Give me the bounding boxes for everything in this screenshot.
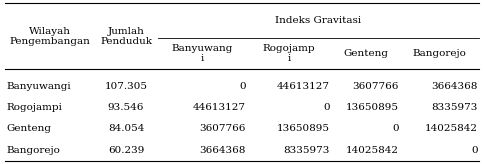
Text: 0: 0 bbox=[239, 82, 246, 91]
Text: Rogojampi: Rogojampi bbox=[7, 103, 62, 112]
Text: 0: 0 bbox=[323, 103, 330, 112]
Text: Rogojamp
i: Rogojamp i bbox=[263, 44, 316, 63]
Text: 93.546: 93.546 bbox=[108, 103, 144, 112]
Text: 3664368: 3664368 bbox=[431, 82, 478, 91]
Text: Bangorejo: Bangorejo bbox=[413, 49, 467, 58]
Text: 3664368: 3664368 bbox=[199, 146, 246, 155]
Text: Bangorejo: Bangorejo bbox=[7, 146, 60, 155]
Text: Banyuwangi: Banyuwangi bbox=[7, 82, 72, 91]
Text: 44613127: 44613127 bbox=[193, 103, 246, 112]
Text: Genteng: Genteng bbox=[343, 49, 388, 58]
Text: 0: 0 bbox=[471, 146, 478, 155]
Text: 13650895: 13650895 bbox=[346, 103, 399, 112]
Text: 8335973: 8335973 bbox=[284, 146, 330, 155]
Text: 14025842: 14025842 bbox=[346, 146, 399, 155]
Text: 13650895: 13650895 bbox=[277, 124, 330, 133]
Text: Wilayah
Pengembangan: Wilayah Pengembangan bbox=[9, 27, 90, 46]
Text: 3607766: 3607766 bbox=[199, 124, 246, 133]
Text: 84.054: 84.054 bbox=[108, 124, 144, 133]
Text: Genteng: Genteng bbox=[7, 124, 52, 133]
Text: Jumlah
Penduduk: Jumlah Penduduk bbox=[100, 27, 152, 46]
Text: 107.305: 107.305 bbox=[105, 82, 148, 91]
Text: 3607766: 3607766 bbox=[352, 82, 399, 91]
Text: 0: 0 bbox=[392, 124, 399, 133]
Text: 60.239: 60.239 bbox=[108, 146, 144, 155]
Text: Banyuwang
i: Banyuwang i bbox=[172, 44, 233, 63]
Text: 8335973: 8335973 bbox=[431, 103, 478, 112]
Text: Indeks Gravitasi: Indeks Gravitasi bbox=[275, 16, 362, 25]
Text: 14025842: 14025842 bbox=[424, 124, 478, 133]
Text: 44613127: 44613127 bbox=[277, 82, 330, 91]
